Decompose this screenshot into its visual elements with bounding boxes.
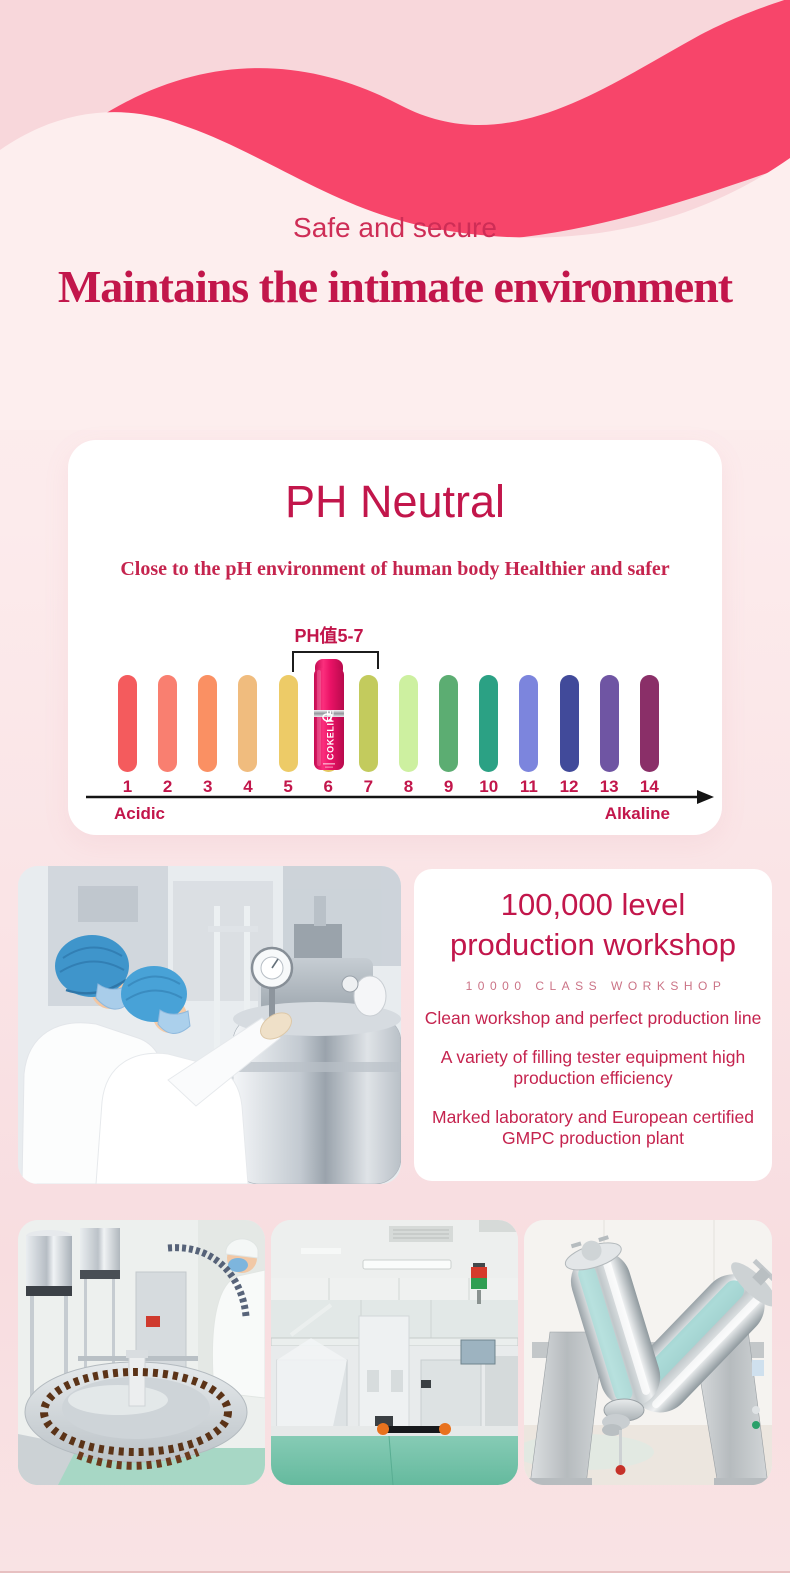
ph-bar: [358, 675, 378, 772]
ph-scale-step: 3: [198, 675, 218, 800]
page-bottom-divider: [0, 1571, 790, 1573]
workshop-tagline: 10000 CLASS WORKSHOP: [465, 979, 727, 994]
ph-scale-step: 14: [639, 675, 659, 800]
ph-number: 8: [403, 777, 414, 796]
ph-bar: [439, 675, 459, 772]
product-bottle: COKELIFE: [312, 658, 346, 772]
photo-cleanroom-workers: [18, 866, 401, 1184]
mixer-outlet-valve: [602, 1398, 645, 1475]
ph-scale-step: 1: [118, 675, 137, 800]
ph-bar: [118, 675, 137, 772]
cable-chain: [167, 1244, 250, 1317]
ph-bar: [198, 675, 218, 772]
ph-bar: [639, 675, 659, 772]
bottle-body: [314, 668, 344, 770]
axis-label-alkaline: Alkaline: [604, 804, 670, 823]
ph-bar: [238, 675, 258, 772]
ph-scale-step: 5: [278, 675, 298, 800]
ph-number: 6: [323, 777, 333, 796]
ph-number: 12: [559, 777, 579, 796]
machinery-row: [276, 1315, 518, 1437]
worker-female: [95, 966, 292, 1184]
rotary-table: [24, 1350, 248, 1470]
ph-scale-step: 9: [439, 675, 459, 800]
photo-packaging-line: [271, 1220, 518, 1485]
signal-tower-icon: [471, 1263, 487, 1304]
amber-vials-ring: [40, 1368, 232, 1456]
ph-scale-step: 10: [479, 675, 499, 800]
ph-range-label: PH值5-7: [294, 626, 364, 646]
bottle-brand-text: COKELIFE: [326, 710, 336, 760]
workshop-info-card: 100,000 level production workshop 10000 …: [414, 869, 772, 1181]
fluorescent-light: [362, 1259, 452, 1270]
face-mask-icon: [228, 1258, 248, 1272]
workshop-point: Marked laboratory and European certified…: [432, 1107, 754, 1149]
workshop-point: Clean workshop and perfect production li…: [424, 1008, 762, 1029]
ph-number: 13: [599, 777, 619, 796]
workshop-title: 100,000 level production workshop: [414, 885, 772, 964]
photo-v-mixer: [524, 1220, 772, 1485]
brand-squiggle-icon: [322, 713, 333, 723]
workshop-title-line2: production workshop: [449, 926, 737, 962]
ph-number: 10: [479, 777, 499, 796]
ph-bar: [479, 675, 499, 772]
ph-bar: [158, 675, 178, 772]
machine-base: [271, 1436, 518, 1485]
ph-number: 4: [243, 777, 253, 796]
ph-neutral-card: PH Neutral Close to the pH environment o…: [68, 440, 722, 835]
worker-figure: [211, 1238, 265, 1399]
ph-scale-step: 7: [358, 675, 378, 800]
mixer-left-arm: [564, 1235, 661, 1407]
ph-number: 7: [363, 777, 374, 796]
ceiling-fixtures: [301, 1220, 518, 1270]
ph-scale-step: 4: [238, 675, 258, 800]
workshop-title-line1: 100,000 level: [500, 887, 686, 922]
section-kicker: Safe and secure: [293, 212, 497, 243]
ph-scale-step: 8: [398, 675, 418, 800]
face-mask-icon: [157, 1009, 191, 1034]
ph-number: 14: [639, 777, 659, 796]
ph-axis-arrowhead-icon: [697, 790, 714, 804]
ph-bar: [398, 675, 418, 772]
workshop-point: A variety of filling tester equipment hi…: [440, 1047, 746, 1089]
workshop-points: Clean workshop and perfect production li…: [414, 1008, 772, 1149]
sampling-rod-tip: [615, 1465, 626, 1475]
header-wave-decoration: [0, 0, 790, 430]
ph-number: 1: [122, 777, 133, 796]
ph-number: 11: [519, 777, 538, 796]
ph-scale-step: 11: [519, 675, 539, 800]
mixer-right-arm: [628, 1258, 772, 1413]
ph-bar: [599, 675, 619, 772]
axis-label-acidic: Acidic: [114, 804, 166, 823]
ph-scale-step: 12: [559, 675, 579, 800]
ph-scale: 1 2 3 4 5 6 7 8 9 10 11 12 13 14: [118, 675, 659, 800]
ph-card-title: PH Neutral: [284, 476, 506, 527]
ph-number: 2: [162, 777, 173, 796]
ph-scale-step: 13: [599, 675, 619, 800]
glove-icon: [260, 1012, 292, 1040]
page-title: Maintains the intimate environment: [57, 261, 733, 312]
ph-card-subtitle: Close to the pH environment of human bod…: [120, 558, 670, 580]
hopper-stands: [26, 1228, 120, 1416]
ph-number: 9: [443, 777, 454, 796]
machine-handle: [383, 1426, 445, 1433]
amber-vials-row: [76, 1448, 200, 1470]
ph-bar: [519, 675, 539, 772]
ph-number: 3: [203, 777, 213, 796]
ph-bar: [559, 675, 579, 772]
control-screen: [460, 1339, 496, 1365]
ph-bar: [278, 675, 298, 772]
ph-number: 5: [283, 777, 293, 796]
photo-vial-filling-machine: [18, 1220, 265, 1485]
ph-scale-step: 2: [158, 675, 178, 800]
